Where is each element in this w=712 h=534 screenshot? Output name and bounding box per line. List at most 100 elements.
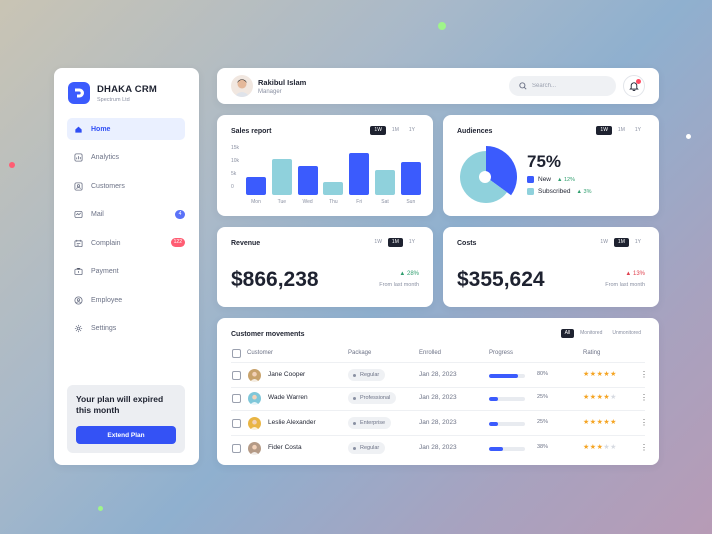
star-filled-icon: ★: [589, 371, 597, 378]
costs-tab-1m[interactable]: 1M: [613, 238, 629, 247]
filter-tab-monitored[interactable]: Monitored: [580, 330, 603, 336]
progress-bar: [489, 447, 525, 451]
revenue-tab-1w[interactable]: 1W: [374, 239, 382, 245]
plan-card: Your plan will expired this month Extend…: [67, 385, 185, 453]
column-header-customer[interactable]: Customer: [247, 350, 274, 356]
sidebar-item-mail[interactable]: Mail 4: [67, 204, 185, 226]
pie-slice-new[interactable]: [486, 146, 517, 196]
notification-button[interactable]: [623, 75, 645, 97]
sales-bar[interactable]: [375, 169, 395, 195]
sidebar-item-label: Mail: [91, 211, 104, 218]
star-filled-icon: ★: [589, 444, 597, 451]
star-filled-icon: ★: [596, 419, 604, 426]
filter-tab-all[interactable]: All: [560, 329, 575, 338]
notification-dot: [636, 79, 641, 84]
column-header-progress[interactable]: Progress: [489, 350, 514, 356]
row-divider: [231, 435, 645, 436]
sales-tab-1w[interactable]: 1W: [370, 126, 386, 135]
costs-tab-1w[interactable]: 1W: [600, 239, 608, 245]
x-tick-label: Thu: [329, 199, 338, 205]
legend-label: Subscribed: [538, 188, 571, 195]
sales-bar[interactable]: [323, 181, 344, 195]
audiences-pie-chart: [460, 146, 517, 203]
up-arrow-icon: ▲: [576, 188, 584, 195]
more-options-icon[interactable]: ⋮: [640, 370, 648, 379]
sidebar-item-employee[interactable]: Employee: [67, 289, 185, 311]
x-tick-label: Fri: [356, 199, 363, 205]
enrolled-date: Jan 28, 2023: [419, 394, 457, 401]
sidebar-item-label: Analytics: [91, 154, 120, 161]
sidebar-item-label: Settings: [91, 325, 117, 332]
sales-bar[interactable]: [246, 177, 266, 195]
search-bar[interactable]: [509, 76, 616, 96]
costs-tab-1y[interactable]: 1Y: [634, 239, 641, 245]
sidebar-item-payment[interactable]: Payment: [67, 261, 185, 283]
more-options-icon[interactable]: ⋮: [640, 393, 648, 402]
sales-tab-1y[interactable]: 1Y: [408, 127, 415, 133]
sales-bar[interactable]: [271, 158, 292, 195]
extend-plan-button[interactable]: Extend Plan: [76, 426, 176, 444]
sidebar-item-analytics[interactable]: Analytics: [67, 147, 185, 169]
row-checkbox[interactable]: [232, 394, 241, 403]
bell-icon: [629, 82, 639, 91]
customer-name[interactable]: Leslie Alexander: [268, 419, 316, 426]
sidebar-item-complain[interactable]: Complain 122: [67, 232, 185, 254]
audiences-tab-1y[interactable]: 1Y: [634, 127, 641, 133]
costs-card: Costs 1W 1M 1Y $355,624 ▲ 13% From last mo…: [443, 227, 659, 307]
brand-subtitle: Spectrum Ltd: [97, 96, 130, 103]
avatar[interactable]: [248, 392, 261, 405]
package-label: Professional: [360, 395, 391, 401]
row-checkbox[interactable]: [232, 371, 241, 380]
avatar[interactable]: [248, 369, 261, 382]
more-options-icon[interactable]: ⋮: [640, 443, 648, 452]
sales-tab-1m[interactable]: 1M: [391, 127, 399, 133]
row-divider: [231, 387, 645, 388]
sales-title: Sales report: [231, 128, 272, 135]
avatar[interactable]: [248, 417, 261, 430]
decor-dot-green-small: [98, 506, 103, 511]
payment-icon: [74, 267, 83, 276]
customer-name[interactable]: Jane Cooper: [268, 371, 306, 378]
search-input[interactable]: [532, 83, 607, 89]
package-badge: Enterprise: [348, 417, 392, 429]
star-filled-icon: ★: [589, 419, 597, 426]
revenue-tab-1y[interactable]: 1Y: [408, 239, 415, 245]
sidebar-item-customers[interactable]: Customers: [67, 175, 185, 197]
customer-name[interactable]: Wade Warren: [268, 394, 308, 401]
customer-name[interactable]: Fider Costa: [268, 444, 302, 451]
select-all-checkbox[interactable]: [232, 349, 241, 358]
audiences-period-tabs: 1W 1M 1Y: [594, 126, 645, 135]
progress-value: 25%: [537, 394, 549, 400]
column-header-package[interactable]: Package: [348, 350, 372, 356]
brand-logo-icon: [68, 82, 90, 104]
audiences-card: Audiences 1W 1M 1Y 75% New ▲ 12% Subscribed ▲…: [443, 115, 659, 216]
avatar[interactable]: [231, 75, 253, 97]
audiences-title: Audiences: [457, 128, 493, 135]
avatar[interactable]: [248, 442, 261, 455]
audiences-tab-1w[interactable]: 1W: [596, 126, 612, 135]
audiences-tab-1m[interactable]: 1M: [617, 127, 625, 133]
progress-fill: [489, 422, 498, 426]
brand[interactable]: DHAKA CRM Spectrum Ltd: [68, 82, 157, 104]
customer-movements-card: Customer movements All Monitored Unmonitor…: [217, 318, 659, 465]
y-tick-label: 5k: [231, 171, 237, 177]
progress-bar: [489, 397, 525, 401]
column-header-rating[interactable]: Rating: [583, 350, 601, 356]
costs-period-tabs: 1W 1M 1Y: [594, 238, 645, 247]
y-tick-label: 15k: [231, 145, 240, 151]
column-header-enrolled[interactable]: Enrolled: [419, 350, 442, 356]
row-checkbox[interactable]: [232, 419, 241, 428]
filter-tab-unmonitored[interactable]: Unmonitored: [612, 330, 641, 336]
sales-bar[interactable]: [297, 166, 318, 195]
revenue-tab-1m[interactable]: 1M: [387, 238, 403, 247]
sidebar-item-label: Payment: [91, 268, 119, 275]
sales-bar[interactable]: [349, 152, 370, 195]
star-empty-icon: ★: [610, 444, 617, 451]
more-options-icon[interactable]: ⋮: [640, 418, 648, 427]
sidebar-item-settings[interactable]: Settings: [67, 318, 185, 340]
enrolled-date: Jan 28, 2023: [419, 419, 457, 426]
row-checkbox[interactable]: [232, 444, 241, 453]
sales-bar[interactable]: [400, 161, 421, 195]
package-label: Regular: [360, 445, 380, 451]
sidebar-item-home[interactable]: Home: [67, 118, 185, 140]
